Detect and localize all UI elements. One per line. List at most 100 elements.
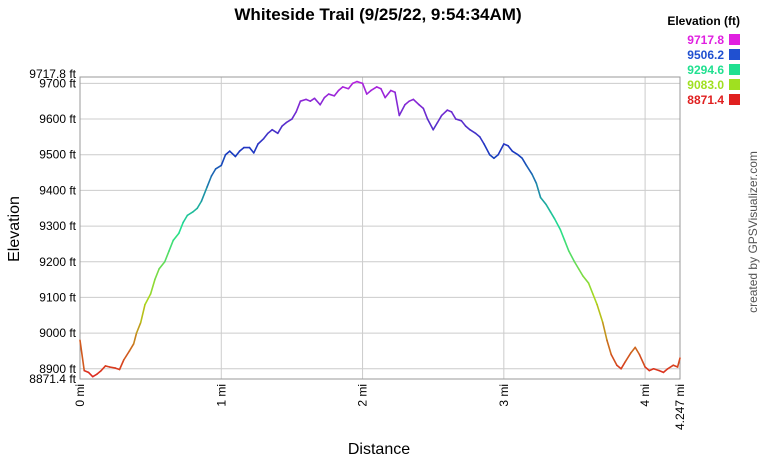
profile-segment (238, 146, 245, 152)
profile-segment (309, 97, 316, 102)
profile-segment (384, 89, 392, 99)
profile-segment (224, 150, 231, 156)
profile-segment (460, 120, 467, 127)
profile-segment (252, 143, 259, 154)
profile-segment (271, 128, 279, 135)
chart-title: Whiteside Trail (9/25/22, 9:54:34AM) (234, 5, 521, 24)
profile-segment (559, 228, 566, 242)
profile-segment (422, 107, 429, 120)
profile-segment (676, 357, 681, 368)
profile-segment (521, 157, 528, 167)
profile-segment (100, 365, 107, 372)
legend-value: 9083.0 (687, 78, 724, 92)
profile-segment (652, 367, 661, 372)
profile-segment (577, 268, 584, 277)
profile-segment (172, 232, 180, 242)
x-tick-label: 0 mi (73, 384, 87, 407)
profile-segment (573, 260, 580, 270)
y-tick-label: 9500 ft (39, 148, 76, 162)
profile-segment (206, 175, 213, 188)
profile-segment (108, 366, 117, 369)
profile-segment (347, 82, 354, 90)
y-tick-label: 9600 ft (39, 112, 76, 126)
profile-segment (365, 89, 372, 95)
profile-segment (412, 98, 420, 106)
profile-segment (327, 93, 336, 97)
profile-segment (281, 121, 288, 127)
profile-segment (662, 367, 669, 374)
profile-segment (87, 371, 94, 378)
profile-segment (163, 250, 170, 263)
profile-segment (149, 278, 156, 295)
profile-segment (139, 303, 146, 324)
legend-title: Elevation (ft) (667, 14, 740, 28)
y-tick-label: 8900 ft (39, 362, 76, 376)
profile-segment (200, 186, 208, 202)
profile-segment (630, 346, 637, 354)
profile-segment (497, 143, 505, 156)
profile-segment (210, 168, 217, 177)
profile-segment (539, 196, 548, 206)
legend-value: 8871.4 (687, 93, 724, 107)
profile-segment (454, 118, 463, 122)
profile-segment (517, 153, 523, 160)
y-tick-label: 9400 ft (39, 183, 76, 197)
profile-segment (276, 125, 283, 135)
profile-segment (531, 173, 538, 185)
profile-segment (186, 211, 194, 217)
profile-segment (128, 343, 135, 352)
profile-segment (563, 239, 570, 252)
profile-segment (234, 150, 241, 158)
profile-segment (450, 111, 457, 120)
profile-segment (132, 332, 138, 345)
profile-segment (196, 200, 203, 210)
x-tick-label: 2 mi (356, 384, 370, 407)
y-min-label: 8871.4 ft (29, 372, 76, 386)
legend-swatch (729, 64, 740, 75)
profile-segment (220, 153, 227, 167)
profile-segment (79, 339, 86, 372)
legend: Elevation (ft) 9717.89506.29294.69083.08… (667, 14, 740, 107)
legend-value: 9294.6 (687, 63, 724, 77)
credit-text: created by GPSVisualizer.com (746, 151, 760, 313)
profile-segment (549, 211, 556, 220)
profile-segment (168, 239, 175, 252)
profile-segment (291, 111, 297, 120)
profile-segment (592, 293, 598, 306)
profile-segment (606, 339, 612, 356)
profile-segment (370, 86, 378, 92)
profile-segment (582, 275, 590, 284)
profile-segment (644, 366, 651, 372)
y-tick-label: 9000 ft (39, 326, 76, 340)
grid (79, 77, 680, 379)
y-tick-label: 9700 ft (39, 76, 76, 90)
legend-swatch (729, 49, 740, 60)
profile-segment (323, 93, 330, 99)
profile-segment (257, 137, 265, 145)
x-tick-label: 4 mi (638, 384, 652, 407)
profile-segment (91, 373, 98, 378)
profile-segment (488, 153, 495, 160)
profile-segment (440, 109, 449, 117)
profile-segment (525, 164, 533, 176)
profile-segment (394, 91, 401, 117)
legend-value: 9717.8 (687, 33, 724, 47)
profile-segment (418, 103, 425, 110)
profile-segment (341, 86, 350, 90)
profile-segment (464, 125, 471, 131)
profile-segment (436, 114, 443, 124)
profile-segment (182, 214, 189, 224)
profile-segment (479, 136, 485, 145)
profile-segment (404, 100, 410, 106)
x-axis-ticks: 0 mi 1 mi 2 mi 3 mi 4 mi 4.247 mi (73, 384, 687, 430)
profile-segment (616, 364, 622, 370)
legend-swatch (729, 34, 740, 45)
legend-swatch (729, 79, 740, 90)
profile-segment (380, 87, 386, 99)
profile-segment (553, 218, 562, 231)
profile-segment (192, 207, 199, 213)
plot-frame (79, 76, 681, 380)
profile-segment (596, 303, 604, 324)
profile-segment (178, 221, 184, 235)
